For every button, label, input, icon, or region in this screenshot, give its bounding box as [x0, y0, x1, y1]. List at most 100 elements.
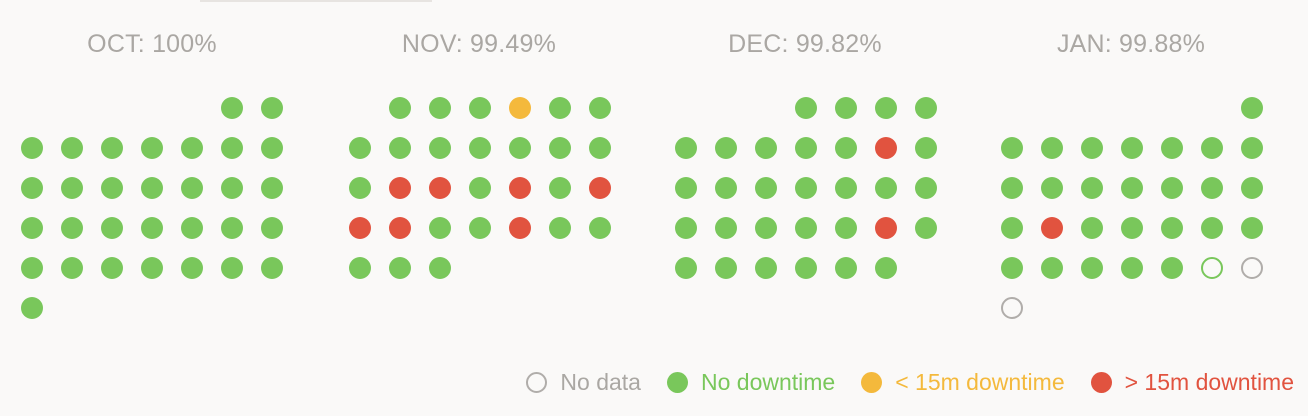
day-dot-9[interactable]: [835, 137, 857, 159]
day-dot-17[interactable]: [469, 177, 491, 199]
day-dot-8[interactable]: [1241, 137, 1263, 159]
day-dot-12[interactable]: [101, 177, 123, 199]
day-dot-23[interactable]: [1001, 257, 1023, 279]
day-dot-21[interactable]: [349, 217, 371, 239]
day-dot-9[interactable]: [261, 137, 283, 159]
day-dot-5[interactable]: [549, 97, 571, 119]
day-dot-5[interactable]: [1121, 137, 1143, 159]
day-dot-12[interactable]: [675, 177, 697, 199]
day-dot-15[interactable]: [221, 177, 243, 199]
day-dot-16[interactable]: [835, 177, 857, 199]
day-dot-29[interactable]: [1241, 257, 1263, 279]
day-dot-16[interactable]: [429, 177, 451, 199]
day-dot-5[interactable]: [101, 137, 123, 159]
day-dot-4[interactable]: [509, 97, 531, 119]
day-dot-5[interactable]: [675, 137, 697, 159]
day-dot-27[interactable]: [1161, 257, 1183, 279]
day-dot-3[interactable]: [875, 97, 897, 119]
day-dot-18[interactable]: [915, 177, 937, 199]
day-dot-13[interactable]: [715, 177, 737, 199]
day-dot-6[interactable]: [1161, 137, 1183, 159]
day-dot-17[interactable]: [1041, 217, 1063, 239]
day-dot-16[interactable]: [1001, 217, 1023, 239]
day-dot-19[interactable]: [549, 177, 571, 199]
day-dot-28[interactable]: [755, 257, 777, 279]
day-dot-21[interactable]: [755, 217, 777, 239]
day-dot-2[interactable]: [261, 97, 283, 119]
day-dot-24[interactable]: [1041, 257, 1063, 279]
day-dot-3[interactable]: [21, 137, 43, 159]
day-dot-18[interactable]: [1081, 217, 1103, 239]
day-dot-25[interactable]: [509, 217, 531, 239]
day-dot-14[interactable]: [755, 177, 777, 199]
day-dot-8[interactable]: [795, 137, 817, 159]
day-dot-28[interactable]: [1201, 257, 1223, 279]
day-dot-29[interactable]: [221, 257, 243, 279]
day-dot-1[interactable]: [389, 97, 411, 119]
day-dot-25[interactable]: [1081, 257, 1103, 279]
day-dot-29[interactable]: [389, 257, 411, 279]
day-dot-30[interactable]: [429, 257, 451, 279]
day-dot-19[interactable]: [1121, 217, 1143, 239]
day-dot-3[interactable]: [1041, 137, 1063, 159]
day-dot-23[interactable]: [835, 217, 857, 239]
day-dot-23[interactable]: [261, 217, 283, 239]
day-dot-30[interactable]: [1001, 297, 1023, 319]
day-dot-15[interactable]: [1241, 177, 1263, 199]
day-dot-9[interactable]: [429, 137, 451, 159]
day-dot-6[interactable]: [589, 97, 611, 119]
day-dot-1[interactable]: [221, 97, 243, 119]
day-dot-31[interactable]: [875, 257, 897, 279]
day-dot-20[interactable]: [1161, 217, 1183, 239]
day-dot-14[interactable]: [1201, 177, 1223, 199]
day-dot-14[interactable]: [181, 177, 203, 199]
day-dot-19[interactable]: [101, 217, 123, 239]
day-dot-24[interactable]: [875, 217, 897, 239]
day-dot-12[interactable]: [1121, 177, 1143, 199]
day-dot-6[interactable]: [141, 137, 163, 159]
day-dot-6[interactable]: [715, 137, 737, 159]
day-dot-10[interactable]: [21, 177, 43, 199]
day-dot-15[interactable]: [389, 177, 411, 199]
day-dot-13[interactable]: [589, 137, 611, 159]
day-dot-27[interactable]: [141, 257, 163, 279]
day-dot-11[interactable]: [61, 177, 83, 199]
day-dot-7[interactable]: [181, 137, 203, 159]
day-dot-20[interactable]: [715, 217, 737, 239]
day-dot-7[interactable]: [755, 137, 777, 159]
day-dot-4[interactable]: [61, 137, 83, 159]
day-dot-12[interactable]: [549, 137, 571, 159]
day-dot-31[interactable]: [21, 297, 43, 319]
day-dot-26[interactable]: [549, 217, 571, 239]
day-dot-1[interactable]: [795, 97, 817, 119]
day-dot-8[interactable]: [221, 137, 243, 159]
day-dot-21[interactable]: [181, 217, 203, 239]
day-dot-26[interactable]: [101, 257, 123, 279]
day-dot-7[interactable]: [1201, 137, 1223, 159]
day-dot-25[interactable]: [915, 217, 937, 239]
day-dot-18[interactable]: [61, 217, 83, 239]
day-dot-17[interactable]: [875, 177, 897, 199]
day-dot-4[interactable]: [1081, 137, 1103, 159]
day-dot-9[interactable]: [1001, 177, 1023, 199]
day-dot-28[interactable]: [181, 257, 203, 279]
day-dot-4[interactable]: [915, 97, 937, 119]
day-dot-20[interactable]: [589, 177, 611, 199]
day-dot-11[interactable]: [915, 137, 937, 159]
day-dot-24[interactable]: [469, 217, 491, 239]
day-dot-26[interactable]: [1121, 257, 1143, 279]
day-dot-20[interactable]: [141, 217, 163, 239]
day-dot-22[interactable]: [389, 217, 411, 239]
day-dot-21[interactable]: [1201, 217, 1223, 239]
day-dot-23[interactable]: [429, 217, 451, 239]
day-dot-10[interactable]: [1041, 177, 1063, 199]
day-dot-10[interactable]: [469, 137, 491, 159]
day-dot-11[interactable]: [1081, 177, 1103, 199]
day-dot-28[interactable]: [349, 257, 371, 279]
day-dot-22[interactable]: [221, 217, 243, 239]
day-dot-10[interactable]: [875, 137, 897, 159]
day-dot-17[interactable]: [21, 217, 43, 239]
day-dot-26[interactable]: [675, 257, 697, 279]
day-dot-24[interactable]: [21, 257, 43, 279]
day-dot-29[interactable]: [795, 257, 817, 279]
